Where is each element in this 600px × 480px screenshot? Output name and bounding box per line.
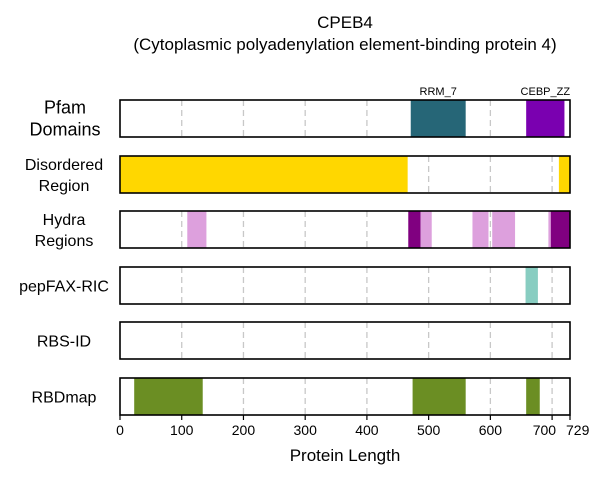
- x-tick-label: 300: [294, 422, 318, 438]
- segment-bar: [408, 211, 421, 248]
- track-border: [119, 155, 571, 194]
- segment-bar: [526, 100, 565, 137]
- track-4: RBS-ID: [37, 321, 571, 360]
- segment-bar: [134, 378, 203, 415]
- x-tick-label: 500: [417, 422, 441, 438]
- track-label: RBDmap: [32, 390, 97, 407]
- segment-bar: [558, 156, 570, 193]
- segment-bar: [472, 211, 489, 248]
- segment-bar: [492, 211, 516, 248]
- track-border: [119, 266, 571, 305]
- track-1: Disordered Region: [25, 155, 571, 195]
- track-5: RBDmap: [32, 377, 571, 416]
- track-border: [119, 210, 571, 249]
- chart-subtitle: (Cytoplasmic polyadenylation element-bin…: [133, 35, 556, 54]
- domain-label: RRM_7: [420, 86, 457, 98]
- x-tick-label: 600: [479, 422, 503, 438]
- segment-bar: [550, 211, 570, 248]
- segment-bar: [526, 378, 540, 415]
- track-background: [120, 100, 570, 137]
- track-2: Hydra Regions: [35, 210, 571, 250]
- track-label: pepFAX-RIC: [19, 279, 109, 296]
- track-border: [119, 99, 571, 138]
- x-tick-label: 200: [232, 422, 256, 438]
- segment-bar: [187, 211, 207, 248]
- track-background: [120, 322, 570, 359]
- track-label: Hydra: [43, 212, 86, 229]
- track-background: [120, 267, 570, 304]
- x-tick-label: 400: [355, 422, 379, 438]
- track-label: Regions: [35, 233, 94, 250]
- chart-title: CPEB4: [317, 13, 373, 32]
- track-label: Disordered: [25, 157, 103, 174]
- segment-bar: [420, 211, 432, 248]
- track-3: pepFAX-RIC: [19, 266, 571, 305]
- segment-bar: [410, 100, 466, 137]
- x-tick-label: 0: [116, 422, 124, 438]
- track-border: [119, 377, 571, 416]
- x-axis: 0 100 200 300 400 500 600 700 729: [116, 415, 590, 438]
- segment-bar: [412, 378, 466, 415]
- segment-bar: [120, 156, 408, 193]
- track-label: Domains: [29, 120, 100, 140]
- x-tick-label: 700: [533, 422, 557, 438]
- x-tick-label: 100: [170, 422, 194, 438]
- x-axis-label: Protein Length: [290, 446, 401, 465]
- track-border: [119, 321, 571, 360]
- segment-bar: [548, 211, 553, 248]
- x-tick-label: 729: [566, 422, 590, 438]
- segment-bar: [525, 267, 538, 304]
- track-label: RBS-ID: [37, 334, 91, 351]
- track-label: Pfam: [44, 98, 86, 118]
- track-label: Region: [39, 178, 90, 195]
- domain-label: CEBP_ZZ: [521, 86, 571, 98]
